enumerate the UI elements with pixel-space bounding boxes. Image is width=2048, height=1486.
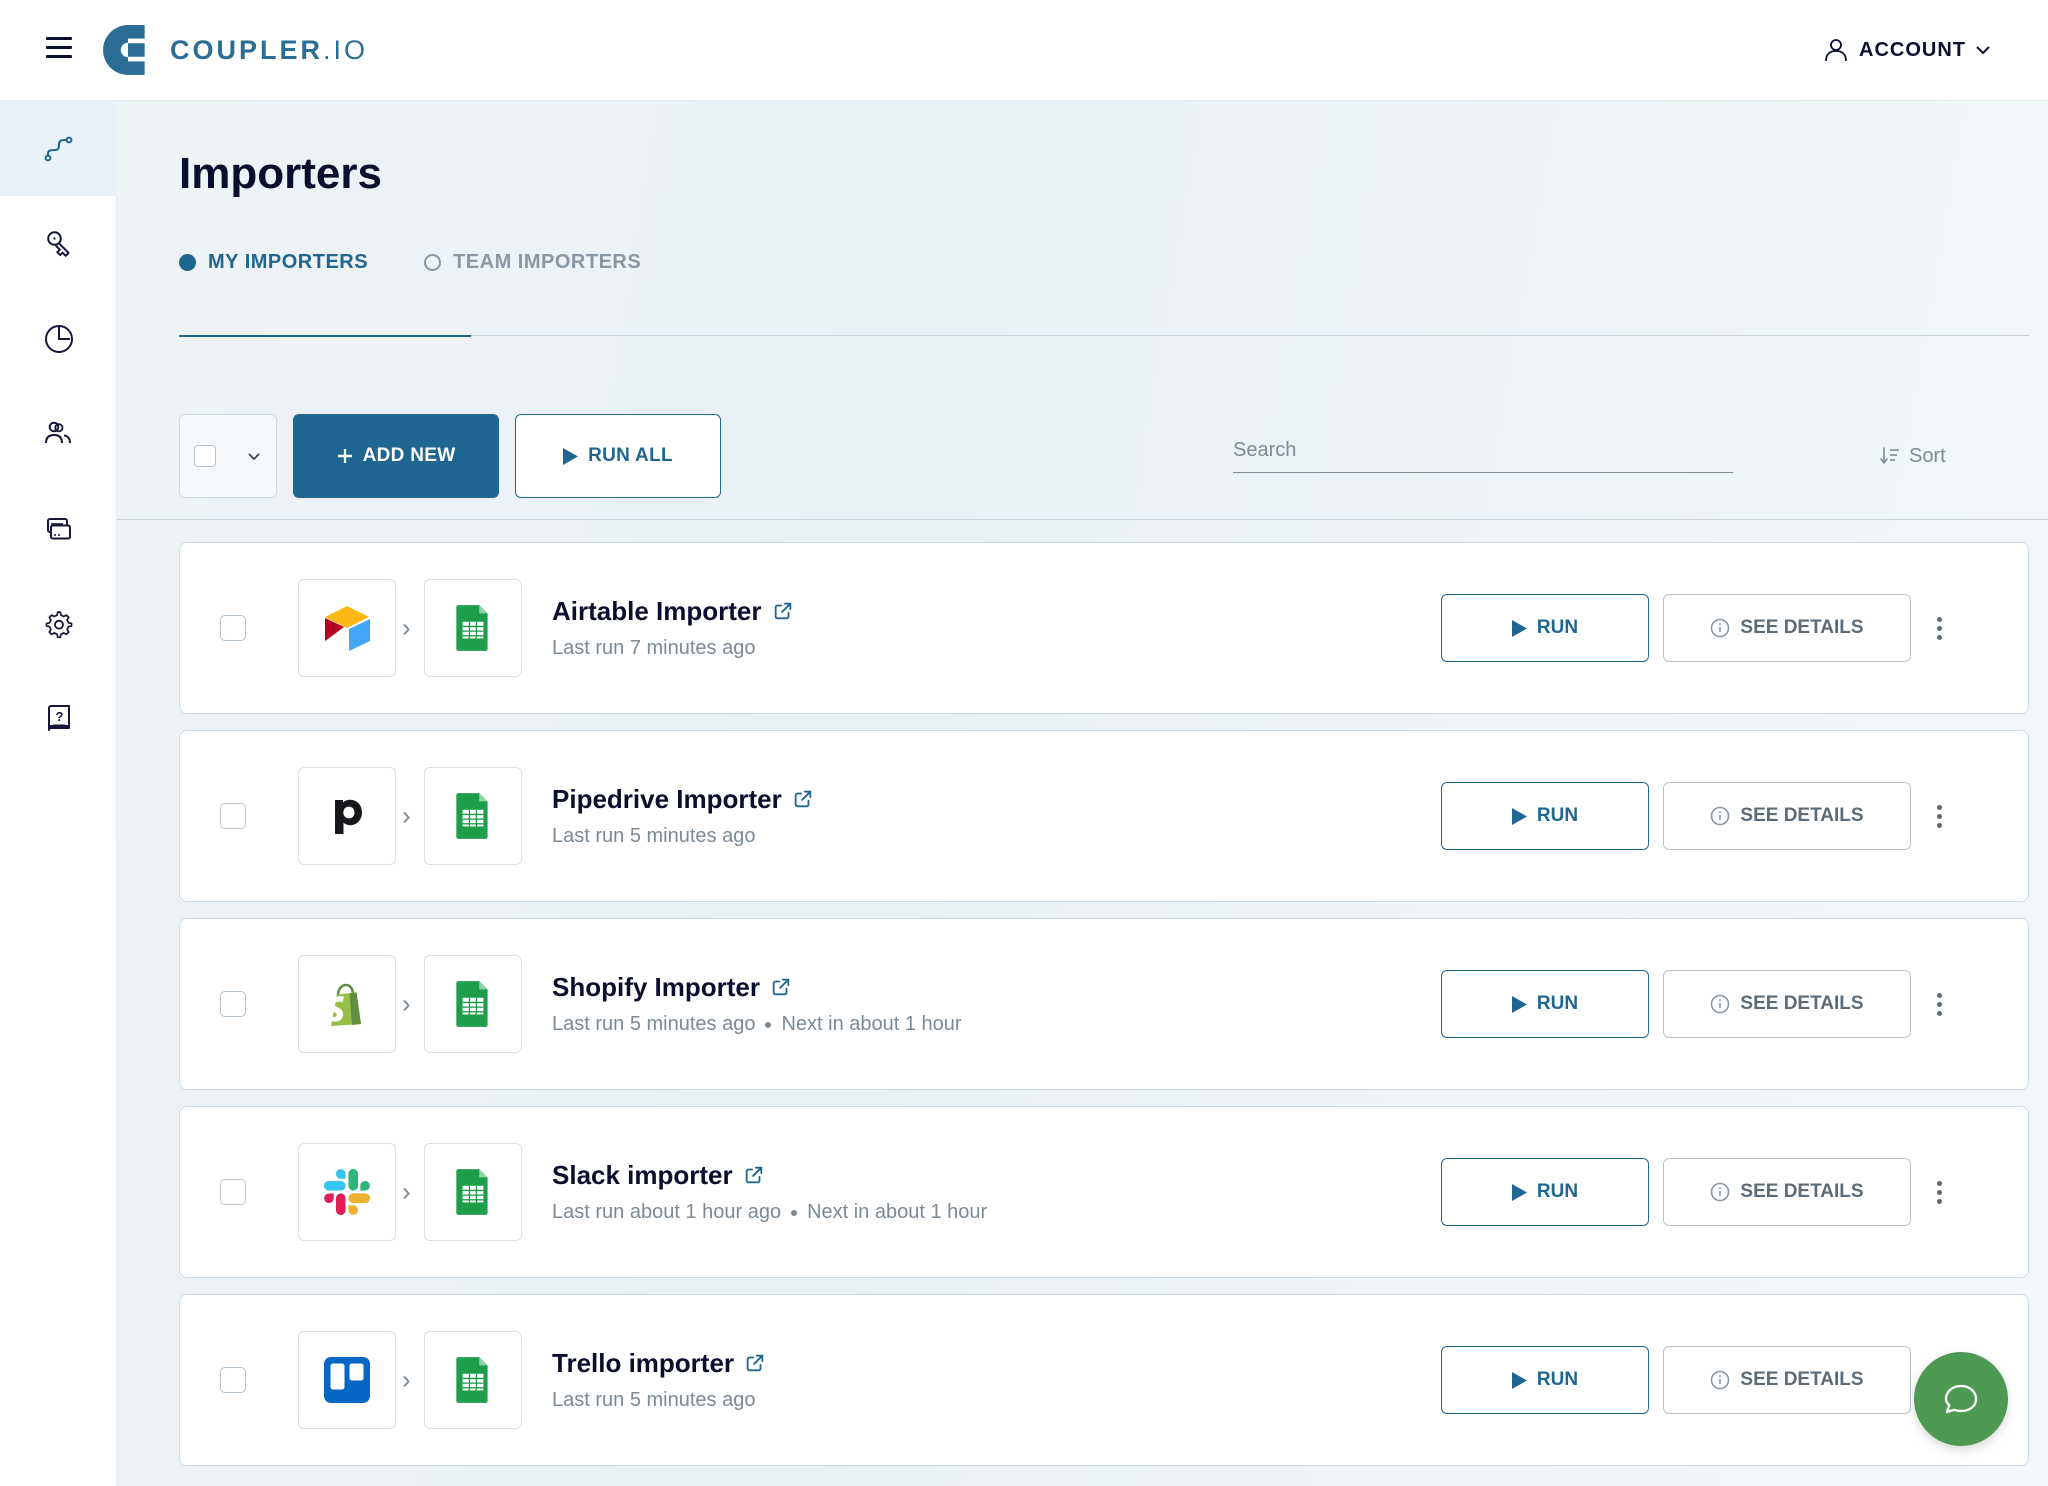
svg-text:?: ?	[55, 709, 63, 724]
